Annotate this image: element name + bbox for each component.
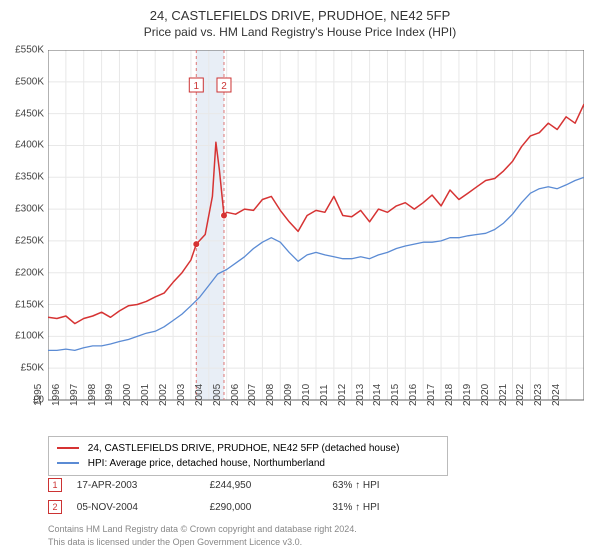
- x-tick-label: 2014: [372, 384, 383, 406]
- sale-2-delta: 31% ↑ HPI: [332, 502, 379, 513]
- legend-label-hpi: HPI: Average price, detached house, Nort…: [88, 458, 325, 469]
- x-tick-label: 2011: [319, 384, 330, 406]
- x-tick-label: 2008: [265, 384, 276, 406]
- x-tick-label: 2015: [390, 384, 401, 406]
- chart-plot-area: 12 £0£50K£100K£150K£200K£250K£300K£350K£…: [48, 50, 584, 400]
- x-tick-label: 1998: [87, 384, 98, 406]
- y-tick-label: £350K: [0, 172, 44, 183]
- sale-marker-1-icon: 1: [48, 478, 62, 492]
- x-tick-label: 1997: [69, 384, 80, 406]
- x-tick-label: 2020: [480, 384, 491, 406]
- sale-annotation-2: 2 05-NOV-2004 £290,000 31% ↑ HPI: [48, 500, 380, 514]
- x-tick-label: 2000: [122, 384, 133, 406]
- sale-marker-2-icon: 2: [48, 500, 62, 514]
- legend-label-property: 24, CASTLEFIELDS DRIVE, PRUDHOE, NE42 5F…: [88, 443, 400, 454]
- y-tick-label: £100K: [0, 331, 44, 342]
- svg-text:1: 1: [194, 81, 200, 92]
- x-tick-label: 2012: [337, 384, 348, 406]
- legend: 24, CASTLEFIELDS DRIVE, PRUDHOE, NE42 5F…: [48, 436, 448, 476]
- y-tick-label: £200K: [0, 267, 44, 278]
- x-tick-label: 2004: [194, 384, 205, 406]
- chart-subtitle: Price paid vs. HM Land Registry's House …: [0, 23, 600, 39]
- sale-1-price: £244,950: [210, 480, 330, 491]
- x-tick-label: 2023: [533, 384, 544, 406]
- y-tick-label: £250K: [0, 235, 44, 246]
- x-tick-label: 2017: [426, 384, 437, 406]
- chart-title: 24, CASTLEFIELDS DRIVE, PRUDHOE, NE42 5F…: [0, 0, 600, 23]
- y-tick-label: £550K: [0, 45, 44, 56]
- y-tick-label: £500K: [0, 76, 44, 87]
- x-tick-label: 2001: [140, 384, 151, 406]
- sale-1-delta: 63% ↑ HPI: [332, 480, 379, 491]
- y-tick-label: £50K: [0, 363, 44, 374]
- footer-line-2: This data is licensed under the Open Gov…: [48, 537, 302, 549]
- sale-annotation-1: 1 17-APR-2003 £244,950 63% ↑ HPI: [48, 478, 380, 492]
- x-tick-label: 2018: [444, 384, 455, 406]
- chart-container: 24, CASTLEFIELDS DRIVE, PRUDHOE, NE42 5F…: [0, 0, 600, 560]
- x-tick-label: 2021: [498, 384, 509, 406]
- legend-row-hpi: HPI: Average price, detached house, Nort…: [57, 456, 439, 471]
- legend-swatch-property: [57, 447, 79, 449]
- x-tick-label: 2009: [283, 384, 294, 406]
- sale-1-date: 17-APR-2003: [77, 480, 207, 491]
- x-tick-label: 2003: [176, 384, 187, 406]
- y-tick-label: £300K: [0, 204, 44, 215]
- x-tick-label: 2016: [408, 384, 419, 406]
- sale-2-price: £290,000: [210, 502, 330, 513]
- svg-text:2: 2: [221, 81, 227, 92]
- sale-2-date: 05-NOV-2004: [77, 502, 207, 513]
- x-tick-label: 2002: [158, 384, 169, 406]
- legend-row-property: 24, CASTLEFIELDS DRIVE, PRUDHOE, NE42 5F…: [57, 441, 439, 456]
- x-tick-label: 2007: [247, 384, 258, 406]
- y-tick-label: £400K: [0, 140, 44, 151]
- x-tick-label: 2006: [230, 384, 241, 406]
- x-tick-label: 2019: [462, 384, 473, 406]
- x-tick-label: 1995: [33, 384, 44, 406]
- x-tick-label: 2022: [515, 384, 526, 406]
- footer-line-1: Contains HM Land Registry data © Crown c…: [48, 524, 357, 536]
- legend-swatch-hpi: [57, 462, 79, 464]
- x-tick-label: 1996: [51, 384, 62, 406]
- x-tick-label: 2010: [301, 384, 312, 406]
- x-tick-label: 1999: [104, 384, 115, 406]
- y-tick-label: £450K: [0, 108, 44, 119]
- x-tick-label: 2013: [355, 384, 366, 406]
- x-tick-label: 2005: [212, 384, 223, 406]
- x-tick-label: 2024: [551, 384, 562, 406]
- y-tick-label: £150K: [0, 299, 44, 310]
